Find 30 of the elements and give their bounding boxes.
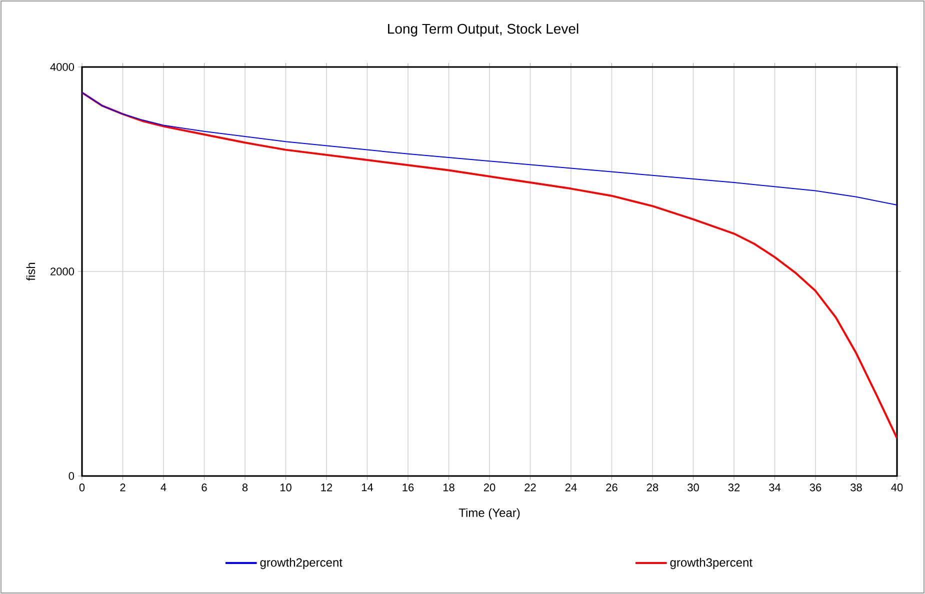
y-tick-label: 4000 (50, 63, 74, 71)
x-tick-label: 6 (202, 484, 207, 492)
legend-label: growth3percent (670, 558, 752, 570)
x-tick-label: 40 (891, 484, 903, 492)
x-tick-label: 26 (606, 484, 618, 492)
x-tick-label: 22 (524, 484, 536, 492)
x-tick-label: 32 (728, 484, 740, 492)
chart-title: Long Term Output, Stock Level (388, 23, 578, 37)
x-tick-label: 16 (402, 484, 414, 492)
x-tick-label: 8 (242, 484, 248, 492)
x-tick-label: 20 (484, 484, 496, 492)
x-tick-label: 2 (120, 484, 126, 492)
x-tick-label: 4 (160, 484, 166, 492)
x-tick-label: 24 (565, 484, 577, 492)
x-tick-label: 10 (280, 484, 292, 492)
x-axis-title: Time (Year) (458, 508, 520, 520)
x-tick-label: 30 (688, 484, 699, 492)
y-tick-label: 2000 (50, 268, 74, 276)
y-tick-label: 0 (68, 472, 74, 480)
x-tick-label: 28 (646, 484, 658, 492)
line-series (82, 92, 898, 206)
x-tick-label: 12 (321, 484, 332, 492)
x-tick-label: 38 (850, 484, 862, 492)
legend-label: growth2percent (260, 558, 342, 570)
x-tick-label: 34 (769, 484, 781, 492)
x-tick-label: 36 (810, 484, 822, 492)
x-tick-label: 18 (443, 484, 454, 492)
x-tick-label: 14 (362, 484, 374, 492)
x-tick-label: 0 (79, 484, 85, 492)
y-axis-title: fish (26, 262, 36, 281)
